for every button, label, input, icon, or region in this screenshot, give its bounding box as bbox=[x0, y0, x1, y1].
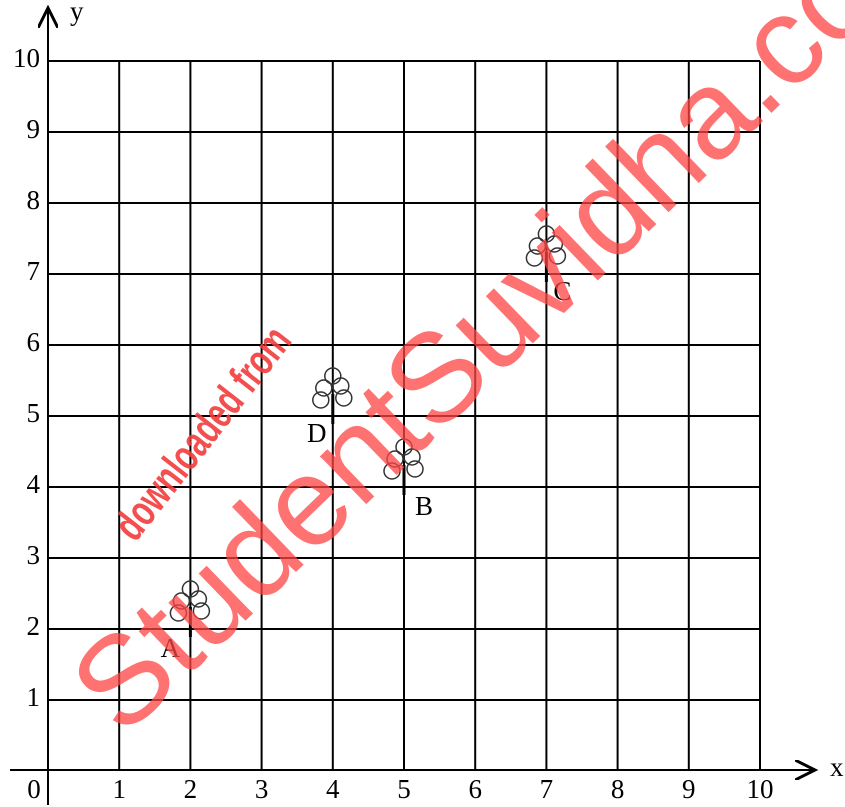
tree-point bbox=[169, 580, 211, 637]
point-label: A bbox=[161, 633, 181, 663]
y-tick-label: 6 bbox=[27, 327, 41, 357]
x-tick-label: 7 bbox=[540, 774, 554, 804]
y-tick-label: 1 bbox=[27, 682, 41, 712]
tree-leaf bbox=[537, 225, 556, 243]
tree-leaf bbox=[386, 450, 404, 468]
tree-leaf bbox=[172, 592, 191, 610]
x-tick-label: 8 bbox=[611, 774, 625, 804]
tree-leaf bbox=[312, 391, 330, 409]
x-tick-label: 0 bbox=[27, 774, 41, 804]
y-tick-label: 5 bbox=[27, 398, 41, 428]
x-tick-label: 9 bbox=[682, 774, 696, 804]
tree-leaf bbox=[525, 249, 544, 267]
y-axis-label: y bbox=[70, 0, 84, 26]
y-tick-label: 10 bbox=[13, 43, 40, 73]
point-label: C bbox=[553, 276, 571, 306]
y-tick-label: 2 bbox=[27, 611, 41, 641]
tree-leaf bbox=[548, 247, 567, 265]
y-tick-label: 9 bbox=[27, 114, 41, 144]
tree-leaf bbox=[406, 460, 424, 478]
y-tick-label: 8 bbox=[27, 185, 41, 215]
x-tick-label: 10 bbox=[747, 774, 774, 804]
tree-point bbox=[525, 225, 567, 282]
x-tick-label: 4 bbox=[326, 774, 340, 804]
watermark-large: StudentSuvidha.co bbox=[44, 0, 845, 758]
x-tick-label: 3 bbox=[255, 774, 269, 804]
tree-leaf bbox=[395, 438, 413, 456]
tree-leaf bbox=[315, 379, 333, 397]
x-tick-label: 5 bbox=[397, 774, 411, 804]
x-axis-label: x bbox=[830, 752, 844, 782]
tree-point bbox=[383, 438, 424, 495]
y-tick-label: 4 bbox=[27, 469, 41, 499]
tree-leaf bbox=[192, 602, 211, 620]
tree-leaf bbox=[169, 604, 188, 622]
y-tick-label: 7 bbox=[27, 256, 41, 286]
x-tick-label: 6 bbox=[468, 774, 482, 804]
x-tick-label: 1 bbox=[112, 774, 126, 804]
tree-leaf bbox=[181, 580, 200, 598]
tree-leaf bbox=[335, 389, 353, 407]
tree-leaf bbox=[383, 462, 401, 480]
y-tick-label: 3 bbox=[27, 540, 41, 570]
point-label: D bbox=[307, 418, 327, 448]
tree-point bbox=[312, 367, 353, 424]
tree-leaf bbox=[324, 367, 342, 385]
point-label: B bbox=[415, 491, 433, 521]
tree-leaf bbox=[528, 237, 547, 255]
x-tick-label: 2 bbox=[184, 774, 198, 804]
